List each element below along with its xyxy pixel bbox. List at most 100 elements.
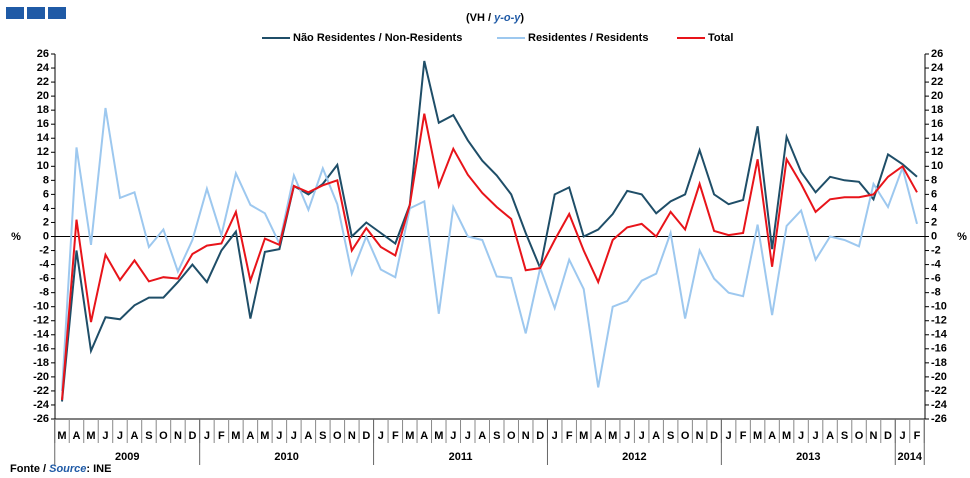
- series-line: [61, 107, 918, 391]
- y2-tick-label: -12: [931, 315, 947, 327]
- y2-tick-label: 8: [931, 174, 937, 186]
- y-tick-label: 24: [37, 62, 50, 74]
- x-tick-label: J: [276, 430, 282, 442]
- y2-tick-label: -4: [931, 258, 942, 270]
- x-tick-label: O: [333, 430, 342, 442]
- logo-square: [48, 7, 66, 19]
- y-tick-label: -22: [33, 385, 49, 397]
- logo-square: [6, 7, 24, 19]
- logo-square: [27, 7, 45, 19]
- x-tick-label: M: [260, 430, 269, 442]
- subtitle-part: (VH /: [466, 12, 494, 24]
- y2-tick-label: 16: [931, 118, 943, 130]
- series-line: [61, 113, 918, 401]
- y2-tick-label: -2: [931, 244, 941, 256]
- y-tick-label: -10: [33, 301, 49, 313]
- y-tick-label: 18: [37, 104, 49, 116]
- x-tick-label: A: [246, 430, 254, 442]
- y2-tick-label: -10: [931, 301, 947, 313]
- y2-tick-label: 14: [931, 132, 944, 144]
- x-tick-label: A: [478, 430, 486, 442]
- x-tick-label: D: [362, 430, 370, 442]
- y2-tick-label: 4: [931, 202, 938, 214]
- x-tick-label: D: [710, 430, 718, 442]
- y-tick-label: -26: [33, 413, 49, 425]
- series-line: [61, 60, 918, 402]
- year-label: 2010: [274, 451, 298, 463]
- y2-tick-label: 2: [931, 216, 937, 228]
- y-tick-label: -8: [39, 287, 49, 299]
- y-tick-label: -24: [33, 399, 50, 411]
- y2-tick-label: -16: [931, 343, 947, 355]
- y-tick-label: 22: [37, 76, 49, 88]
- x-tick-label: J: [204, 430, 210, 442]
- x-tick-label: M: [579, 430, 588, 442]
- x-tick-label: M: [782, 430, 791, 442]
- y-tick-label: -2: [39, 244, 49, 256]
- x-tick-label: D: [536, 430, 544, 442]
- y-tick-label: -14: [33, 329, 50, 341]
- x-tick-label: O: [681, 430, 690, 442]
- x-tick-label: A: [768, 430, 776, 442]
- year-label: 2011: [449, 451, 473, 463]
- x-tick-label: N: [174, 430, 182, 442]
- y-tick-label: -18: [33, 357, 49, 369]
- x-tick-label: A: [826, 430, 834, 442]
- y2-tick-label: 24: [931, 62, 944, 74]
- x-tick-label: J: [812, 430, 818, 442]
- x-tick-label: D: [188, 430, 196, 442]
- y-tick-label: 12: [37, 146, 49, 158]
- x-tick-label: J: [102, 430, 108, 442]
- x-tick-label: M: [608, 430, 617, 442]
- y2-tick-label: -8: [931, 287, 941, 299]
- x-tick-label: M: [86, 430, 95, 442]
- y-tick-label: 4: [43, 202, 50, 214]
- y-tick-label: 20: [37, 90, 49, 102]
- y-tick-label: 6: [43, 188, 49, 200]
- y2-tick-label: -26: [931, 413, 947, 425]
- y2-tick-label: 6: [931, 188, 937, 200]
- x-tick-label: N: [348, 430, 356, 442]
- year-label: 2013: [796, 451, 820, 463]
- x-tick-label: D: [884, 430, 892, 442]
- x-tick-label: J: [639, 430, 645, 442]
- x-tick-label: S: [493, 430, 500, 442]
- x-tick-label: M: [753, 430, 762, 442]
- x-tick-label: O: [507, 430, 516, 442]
- y-tick-label: -20: [33, 371, 49, 383]
- x-tick-label: S: [145, 430, 152, 442]
- y2-tick-label: 18: [931, 104, 943, 116]
- subtitle-part: y-o-y: [493, 12, 521, 24]
- x-tick-label: M: [405, 430, 414, 442]
- y-tick-label: 16: [37, 118, 49, 130]
- y2-tick-label: 12: [931, 146, 943, 158]
- x-tick-label: A: [420, 430, 428, 442]
- x-tick-label: N: [696, 430, 704, 442]
- year-label: 2009: [115, 451, 139, 463]
- legend-label: Não Residentes / Non-Residents: [293, 32, 462, 44]
- x-tick-label: F: [218, 430, 225, 442]
- y-axis-label: %: [11, 231, 21, 243]
- chart-subtitle: (VH / y-o-y): [466, 12, 524, 24]
- y-tick-label: -4: [39, 258, 50, 270]
- x-tick-label: J: [291, 430, 297, 442]
- y2-tick-label: 20: [931, 90, 943, 102]
- y2-tick-label: 10: [931, 160, 943, 172]
- y2-tick-label: -18: [931, 357, 947, 369]
- y-tick-label: -6: [39, 273, 49, 285]
- y2-tick-label: -20: [931, 371, 947, 383]
- x-tick-label: J: [450, 430, 456, 442]
- y-tick-label: 0: [43, 230, 49, 242]
- legend-label: Total: [708, 32, 733, 44]
- x-tick-label: J: [117, 430, 123, 442]
- y2-tick-label: -14: [931, 329, 948, 341]
- x-tick-label: J: [899, 430, 905, 442]
- y2-tick-label: 0: [931, 230, 937, 242]
- x-tick-label: J: [726, 430, 732, 442]
- y2-tick-label: 26: [931, 48, 943, 60]
- y2-tick-label: -24: [931, 399, 948, 411]
- x-tick-label: N: [870, 430, 878, 442]
- x-tick-label: J: [552, 430, 558, 442]
- x-tick-label: A: [130, 430, 138, 442]
- y2-tick-label: 22: [931, 76, 943, 88]
